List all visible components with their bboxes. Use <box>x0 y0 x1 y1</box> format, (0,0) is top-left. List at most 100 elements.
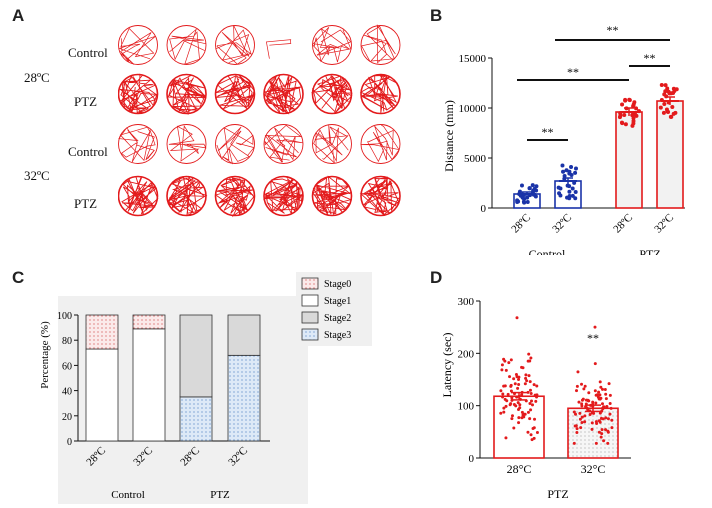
latency-point <box>520 416 524 420</box>
distance-point <box>534 188 539 193</box>
latency-point <box>502 410 506 414</box>
latency-point <box>585 406 589 410</box>
stage-y-tick-label: 100 <box>57 311 72 322</box>
latency-point <box>594 401 598 405</box>
distance-y-tick-label: 5000 <box>464 153 487 165</box>
latency-point <box>606 430 610 434</box>
latency-point <box>517 378 521 382</box>
latency-bar <box>567 407 619 459</box>
distance-point <box>569 164 574 169</box>
latency-x-tick-label: 32°C <box>581 462 606 476</box>
latency-point <box>610 426 614 430</box>
distance-point <box>522 200 527 205</box>
latency-point <box>609 406 613 410</box>
distance-bar <box>615 111 643 209</box>
latency-point <box>499 411 503 415</box>
latency-point <box>610 418 614 422</box>
latency-point <box>527 374 531 378</box>
latency-point <box>528 401 532 405</box>
distance-point <box>515 198 520 203</box>
latency-point <box>528 359 532 363</box>
latency-point <box>587 391 591 395</box>
latency-point <box>575 431 579 435</box>
temp-label-28: 28ºC <box>24 70 50 85</box>
latency-point <box>593 325 597 329</box>
stage-legend-label: Stage3 <box>324 330 351 341</box>
stage-segment <box>227 354 261 442</box>
latency-point <box>510 417 514 421</box>
trajectory-well <box>166 25 207 65</box>
latency-point <box>575 384 579 388</box>
distance-point <box>519 183 524 188</box>
latency-point <box>599 435 603 439</box>
latency-point <box>529 392 533 396</box>
latency-xlabel: PTZ <box>547 487 568 501</box>
latency-point <box>602 439 606 443</box>
latency-point <box>510 414 514 418</box>
latency-point <box>578 417 582 421</box>
distance-point <box>561 169 566 174</box>
latency-point <box>573 424 577 428</box>
latency-point <box>605 405 609 409</box>
stage-segment <box>85 314 119 350</box>
stage-segment <box>179 396 213 442</box>
latency-point <box>604 392 608 396</box>
significance-label: ** <box>542 125 554 139</box>
distance-point <box>567 169 572 174</box>
significance-label: ** <box>644 51 656 65</box>
latency-point <box>606 417 610 421</box>
distance-point <box>659 82 664 87</box>
latency-point <box>501 392 505 396</box>
latency-point <box>525 379 529 383</box>
trajectory-well <box>214 73 256 115</box>
distance-point <box>517 189 522 194</box>
distance-point <box>570 186 575 191</box>
panel-letter-d: D <box>430 268 443 287</box>
distance-group-control: Control <box>529 247 566 255</box>
latency-point <box>608 402 612 406</box>
stage-y-tick-label: 20 <box>62 412 72 423</box>
latency-point <box>509 389 513 393</box>
stage-y-tick-label: 0 <box>67 437 72 448</box>
latency-point <box>583 384 587 388</box>
latency-point <box>514 404 518 408</box>
latency-point <box>515 375 519 379</box>
latency-point <box>508 403 512 407</box>
latency-point <box>502 357 506 361</box>
latency-point <box>580 382 584 386</box>
latency-point <box>516 386 520 390</box>
distance-point <box>622 112 627 117</box>
distance-point <box>670 105 675 110</box>
latency-point <box>527 352 531 356</box>
distance-point <box>659 97 664 102</box>
latency-point <box>528 380 532 384</box>
latency-point <box>520 393 524 397</box>
latency-point <box>528 417 532 421</box>
trajectory-well <box>262 175 304 217</box>
distance-point <box>567 189 572 194</box>
stage-y-tick-label: 60 <box>62 361 72 372</box>
trajectory-well <box>310 73 353 115</box>
latency-point <box>512 377 516 381</box>
distance-point <box>631 116 636 121</box>
distance-point <box>662 101 667 106</box>
distance-point <box>636 109 641 114</box>
latency-y-tick-label: 300 <box>458 296 475 308</box>
distance-group-ptz: PTZ <box>639 247 660 255</box>
latency-point <box>602 405 606 409</box>
latency-point <box>607 382 611 386</box>
latency-point <box>591 400 595 404</box>
latency-point <box>580 420 584 424</box>
latency-point <box>516 407 520 411</box>
latency-y-tick-label: 100 <box>458 401 475 413</box>
latency-point <box>580 402 584 406</box>
trajectory-well <box>311 25 352 65</box>
distance-point <box>573 166 578 171</box>
latency-point <box>499 389 503 393</box>
latency-point <box>507 361 511 365</box>
row-label-ptz-28: PTZ <box>74 94 98 109</box>
latency-point <box>600 387 604 391</box>
latency-point <box>572 441 576 445</box>
distance-point <box>658 105 663 110</box>
latency-y-tick-label: 0 <box>469 453 475 465</box>
